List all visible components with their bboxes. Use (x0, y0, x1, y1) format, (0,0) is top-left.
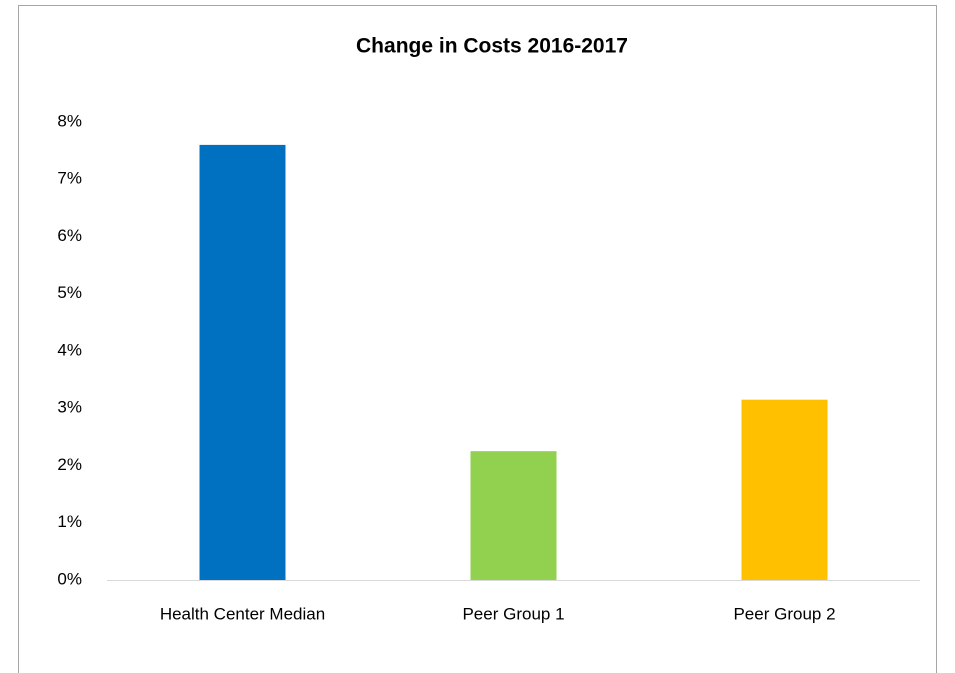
y-tick-label: 1% (57, 512, 82, 531)
y-tick-label: 6% (57, 226, 82, 245)
x-tick-label: Peer Group 2 (733, 604, 835, 623)
bar (470, 451, 557, 580)
chart-title: Change in Costs 2016-2017 (356, 35, 628, 58)
y-tick-label: 7% (57, 169, 82, 188)
y-tick-label: 5% (57, 283, 82, 302)
bar (199, 144, 286, 580)
bar (741, 399, 828, 580)
x-tick-label: Peer Group 1 (462, 604, 564, 623)
y-tick-label: 3% (57, 398, 82, 417)
y-tick-label: 0% (57, 569, 82, 588)
y-tick-label: 2% (57, 455, 82, 474)
y-tick-label: 8% (57, 111, 82, 130)
x-tick-label: Health Center Median (160, 604, 325, 623)
y-tick-label: 4% (57, 340, 82, 359)
